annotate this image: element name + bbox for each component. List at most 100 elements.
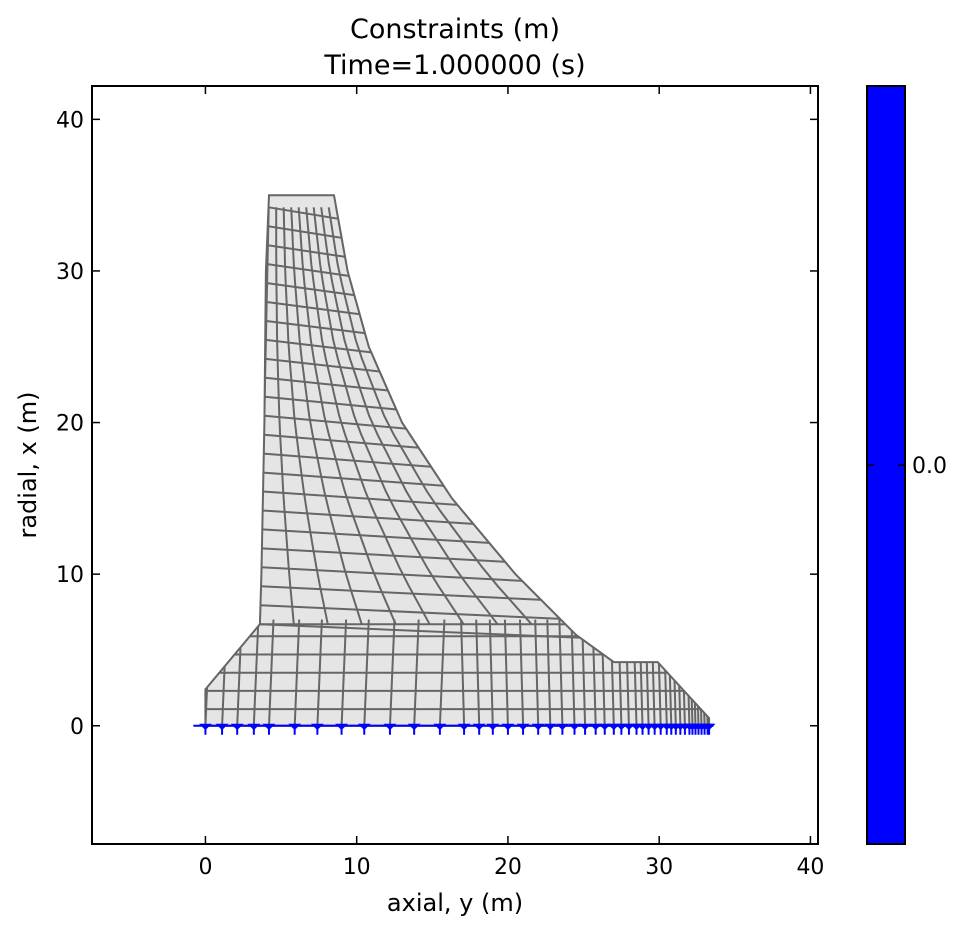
constraint-arrow-head bbox=[310, 723, 324, 731]
mesh-line bbox=[268, 619, 275, 726]
constraint-markers bbox=[193, 723, 716, 735]
constraint-arrow-head bbox=[555, 723, 569, 731]
constraint-arrow-head bbox=[247, 723, 261, 731]
constraint-arrow-head bbox=[531, 723, 545, 731]
constraint-marker bbox=[357, 723, 371, 735]
mesh-line bbox=[266, 301, 372, 317]
mesh-line bbox=[475, 619, 481, 726]
mesh-line bbox=[305, 207, 431, 625]
constraint-arrow-head bbox=[288, 723, 302, 731]
y-axis-label: radial, x (m) bbox=[14, 391, 42, 538]
mesh-line bbox=[261, 528, 494, 545]
mesh-line bbox=[261, 547, 510, 563]
x-tick-label: 20 bbox=[494, 855, 522, 880]
mesh-line bbox=[413, 619, 420, 726]
mesh-line bbox=[275, 207, 295, 625]
constraint-arrow-head bbox=[215, 723, 229, 731]
constraint-arrow-head bbox=[702, 723, 716, 731]
mesh-line bbox=[263, 433, 426, 450]
y-tick-label: 10 bbox=[56, 563, 84, 588]
mesh-line bbox=[389, 619, 396, 726]
constraint-marker bbox=[531, 723, 545, 735]
constraint-marker bbox=[614, 723, 628, 735]
x-tick-label: 0 bbox=[198, 855, 212, 880]
chart-title: Constraints (m) bbox=[350, 14, 560, 45]
x-tick-label: 40 bbox=[796, 855, 824, 880]
y-tick-label: 20 bbox=[56, 412, 84, 437]
mesh-line bbox=[316, 619, 323, 726]
mesh-line bbox=[327, 207, 533, 625]
mesh-line bbox=[252, 619, 260, 726]
constraint-arrow-head bbox=[230, 723, 244, 731]
constraint-arrow-head bbox=[598, 723, 612, 731]
colorbar-tick-label: 0.0 bbox=[912, 454, 947, 479]
plot-frame bbox=[91, 85, 819, 845]
constraint-arrow-head bbox=[543, 723, 557, 731]
mesh-line bbox=[262, 509, 478, 526]
constraint-marker bbox=[568, 723, 581, 735]
mesh-line bbox=[297, 207, 397, 625]
mesh-outline bbox=[204, 194, 711, 727]
mesh-line bbox=[267, 263, 362, 279]
y-tick-label: 40 bbox=[56, 108, 84, 133]
constraint-marker bbox=[433, 723, 447, 735]
constraint-arrow-head bbox=[486, 723, 500, 731]
mesh-line bbox=[534, 619, 540, 726]
constraint-arrow-head bbox=[578, 723, 592, 731]
constraint-arrow-head bbox=[568, 723, 581, 731]
constraint-arrow-head bbox=[383, 723, 397, 731]
constraint-marker bbox=[288, 723, 302, 735]
constraint-marker bbox=[486, 723, 500, 735]
colorbar: 0.0 bbox=[866, 85, 947, 845]
constraint-arrow-head bbox=[457, 723, 471, 731]
constraint-arrow-head bbox=[501, 723, 515, 731]
mesh-line bbox=[266, 320, 377, 336]
x-tick-label: 10 bbox=[343, 855, 371, 880]
mesh-line bbox=[262, 490, 463, 507]
mesh-line bbox=[320, 207, 499, 625]
mesh-line bbox=[519, 619, 525, 726]
mesh-line bbox=[260, 604, 562, 620]
constraint-marker bbox=[199, 723, 212, 735]
y-tick-label: 0 bbox=[70, 715, 84, 740]
constraint-marker bbox=[310, 723, 324, 735]
constraint-marker bbox=[335, 723, 348, 735]
constraint-marker bbox=[457, 723, 471, 735]
constraint-marker bbox=[622, 723, 636, 735]
mesh-line bbox=[263, 452, 438, 469]
mesh-line bbox=[340, 619, 348, 726]
constraint-marker bbox=[472, 723, 486, 735]
y-tick-label: 30 bbox=[56, 260, 84, 285]
constraint-marker bbox=[407, 723, 421, 735]
constraint-arrow-head bbox=[614, 723, 628, 731]
constraint-arrow-head bbox=[589, 723, 603, 731]
constraint-arrow-head bbox=[622, 723, 636, 731]
mesh-line bbox=[261, 566, 525, 582]
mesh-layer bbox=[204, 194, 711, 727]
mesh-line bbox=[263, 471, 451, 488]
x-tick-label: 30 bbox=[645, 855, 673, 880]
plot-area: 0 10 20 30 40 0 10 20 30 40 bbox=[56, 85, 824, 880]
mesh-line bbox=[546, 619, 552, 726]
constraint-marker bbox=[607, 723, 621, 735]
constraint-arrow-head bbox=[407, 723, 421, 731]
x-axis-label: axial, y (m) bbox=[387, 889, 523, 917]
mesh-line bbox=[558, 619, 564, 726]
constraint-arrow-head bbox=[472, 723, 486, 731]
constraint-arrow-head bbox=[433, 723, 447, 731]
constraint-arrow-head bbox=[607, 723, 621, 731]
mesh-line bbox=[266, 282, 367, 298]
mesh-line bbox=[363, 619, 370, 726]
mesh-line bbox=[267, 244, 359, 260]
mesh-line bbox=[705, 619, 710, 726]
mesh-line bbox=[268, 225, 355, 241]
constraint-marker bbox=[598, 723, 612, 735]
chart-subtitle: Time=1.000000 (s) bbox=[323, 50, 585, 81]
constraint-marker bbox=[247, 723, 261, 735]
constraint-marker bbox=[516, 723, 530, 735]
mesh-line bbox=[703, 619, 709, 726]
constraint-marker bbox=[702, 723, 716, 735]
constraint-arrow-head bbox=[357, 723, 371, 731]
mesh-line bbox=[488, 619, 494, 726]
